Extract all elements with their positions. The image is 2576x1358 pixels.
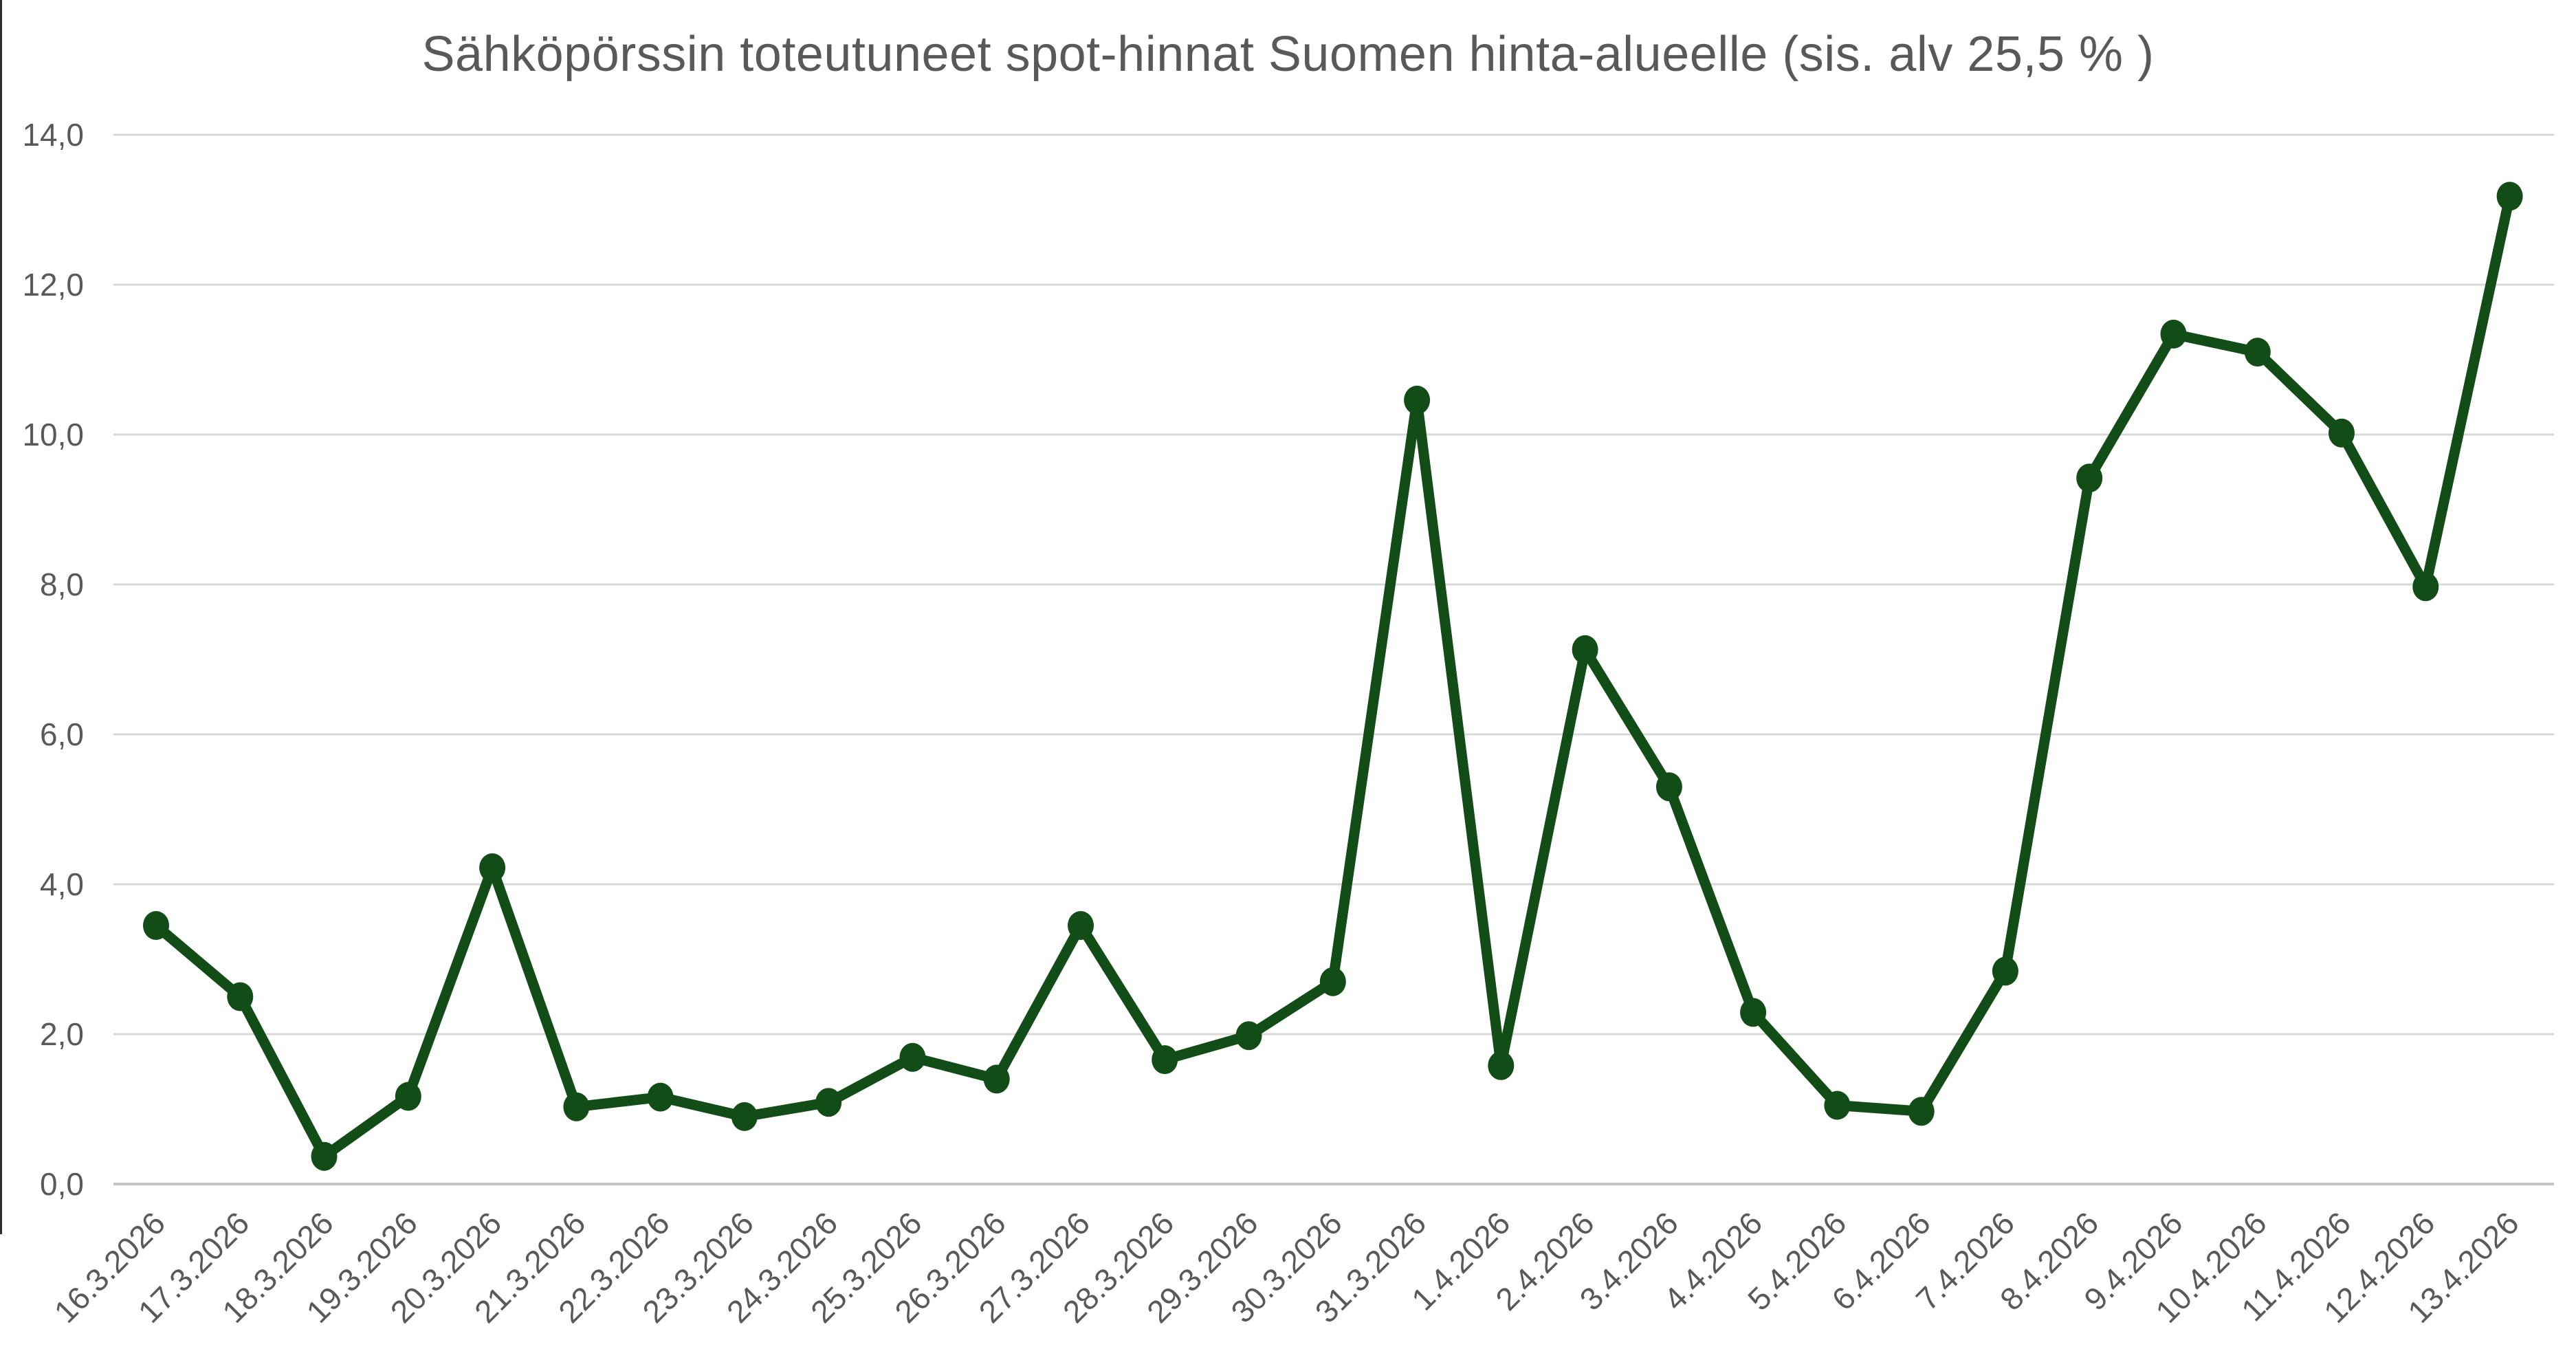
data-point: [1908, 1097, 1935, 1126]
y-tick-label: 2,0: [40, 1016, 84, 1052]
data-point: [1572, 635, 1598, 664]
data-points: [143, 182, 2523, 1171]
data-point: [395, 1082, 421, 1111]
data-point: [1319, 967, 1346, 996]
data-point: [1404, 385, 1431, 415]
y-tick-label: 0,0: [40, 1166, 84, 1202]
data-point: [1235, 1021, 1262, 1051]
data-point: [1152, 1045, 1178, 1075]
gridlines: [113, 133, 2554, 1185]
data-point: [1068, 911, 1094, 940]
data-point: [2412, 572, 2439, 602]
window-left-border: [0, 0, 2, 1234]
y-axis-labels: 0,0 2,0 4,0 6,0 8,0 10,0 12,0 14,0: [22, 117, 84, 1202]
data-point: [227, 982, 254, 1011]
data-point: [1740, 998, 1767, 1027]
chart-title: Sähköpörssin toteutuneet spot-hinnat Suo…: [421, 27, 2155, 82]
y-tick-label: 12,0: [22, 267, 84, 303]
data-point: [2329, 418, 2355, 448]
data-point: [1992, 956, 2018, 986]
data-point: [2496, 182, 2523, 211]
x-axis-labels: 16.3.202617.3.202618.3.202619.3.202620.3…: [47, 1205, 2526, 1329]
y-tick-label: 4,0: [40, 866, 84, 902]
data-point: [311, 1141, 338, 1171]
data-point: [2244, 338, 2271, 367]
data-point: [1824, 1091, 1851, 1120]
data-point: [143, 911, 169, 940]
data-point: [899, 1042, 926, 1072]
data-point: [815, 1088, 842, 1117]
y-tick-label: 10,0: [22, 417, 84, 452]
data-point: [563, 1092, 590, 1121]
data-point: [1655, 772, 1682, 802]
data-point: [731, 1102, 758, 1131]
data-point: [479, 853, 506, 882]
data-point: [647, 1082, 674, 1112]
data-point: [2160, 319, 2187, 349]
y-tick-label: 6,0: [40, 716, 84, 752]
data-point: [1488, 1051, 1515, 1080]
data-point: [2076, 463, 2103, 493]
y-tick-label: 8,0: [40, 567, 84, 602]
data-point: [983, 1064, 1010, 1094]
series-line: [151, 190, 2516, 1162]
y-tick-label: 14,0: [22, 117, 84, 153]
